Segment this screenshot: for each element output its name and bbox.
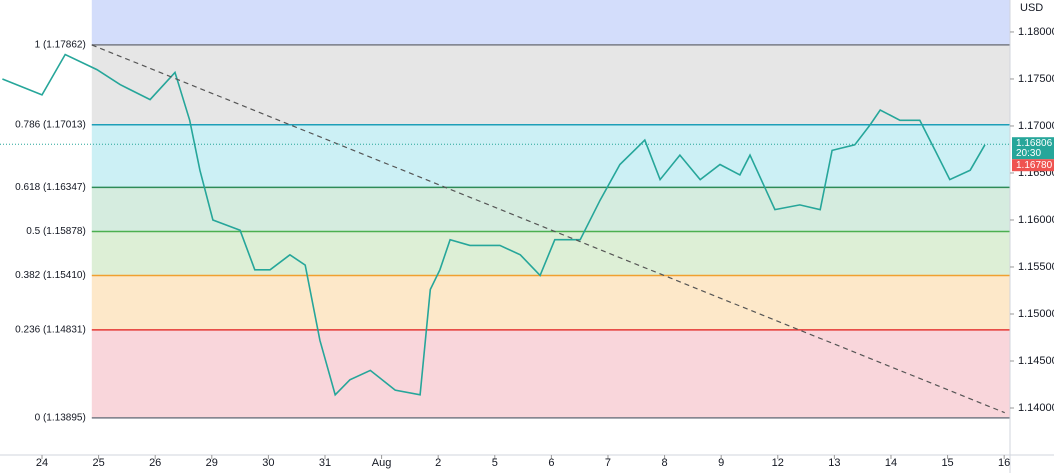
y-tick-label: 1.16000 xyxy=(1018,214,1054,226)
x-tick-label: 14 xyxy=(885,457,897,469)
x-tick-label: 12 xyxy=(772,457,784,469)
fib-band xyxy=(91,124,1011,188)
fib-band xyxy=(91,231,1011,276)
x-tick-label: 16 xyxy=(998,457,1010,469)
fib-band xyxy=(91,187,1011,232)
y-tick-label: 1.17000 xyxy=(1018,120,1054,132)
y-tick-label: 1.18000 xyxy=(1018,26,1054,38)
x-tick-label: 31 xyxy=(319,457,331,469)
y-tick-label: 1.15000 xyxy=(1018,308,1054,320)
x-tick-label: 6 xyxy=(548,457,554,469)
x-tick-label: 29 xyxy=(206,457,218,469)
y-tick-label: 1.14500 xyxy=(1018,355,1054,367)
axis-title: USD xyxy=(1020,2,1043,14)
fib-band xyxy=(91,275,1011,330)
x-tick-label: 2 xyxy=(435,457,441,469)
x-tick-label: 8 xyxy=(662,457,668,469)
x-tick-label: Aug xyxy=(372,457,392,469)
y-tick-label: 1.14000 xyxy=(1018,402,1054,414)
x-tick-label: 9 xyxy=(718,457,724,469)
fib-band xyxy=(91,0,1011,45)
fib-label: 1 (1.17862) xyxy=(35,40,86,51)
x-tick-label: 7 xyxy=(605,457,611,469)
x-tick-label: 5 xyxy=(492,457,498,469)
y-tick-label: 1.15500 xyxy=(1018,261,1054,273)
x-tick-label: 15 xyxy=(941,457,953,469)
x-tick-label: 13 xyxy=(828,457,840,469)
fib-label: 0.5 (1.15878) xyxy=(26,226,86,237)
price-line xyxy=(2,53,986,397)
fib-label: 0.786 (1.17013) xyxy=(15,119,86,130)
price-tag-label: 1.16806 xyxy=(1016,138,1053,149)
fib-band xyxy=(91,44,1011,125)
price-tag-label: 1.16780 xyxy=(1016,160,1053,171)
price-tag xyxy=(1012,159,1054,172)
fib-label: 0.236 (1.14831) xyxy=(15,325,86,336)
x-tick-label: 26 xyxy=(149,457,161,469)
fib-label: 0.382 (1.15410) xyxy=(15,270,86,281)
x-tick-label: 24 xyxy=(36,457,48,469)
price-tag xyxy=(1012,137,1054,160)
trend-line xyxy=(91,44,1005,414)
x-tick-label: 30 xyxy=(262,457,274,469)
fib-label: 0 (1.13895) xyxy=(35,413,86,424)
y-tick-label: 1.17500 xyxy=(1018,73,1054,85)
x-tick-label: 25 xyxy=(92,457,104,469)
fib-label: 0.618 (1.16347) xyxy=(15,182,86,193)
fib-band xyxy=(91,329,1011,418)
price-tag-time: 20:30 xyxy=(1016,148,1041,159)
